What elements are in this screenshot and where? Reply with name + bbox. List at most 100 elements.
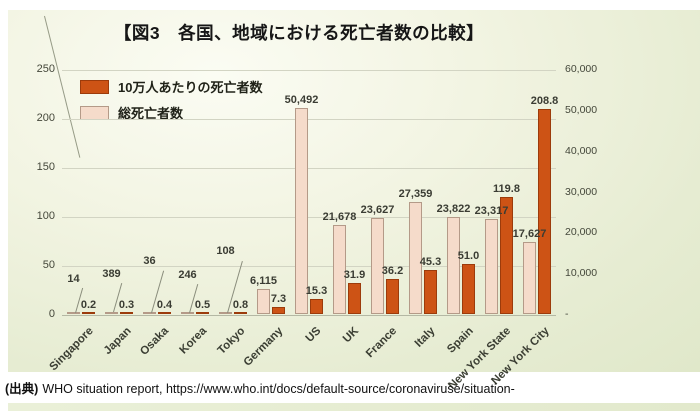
total-deaths-label: 36 xyxy=(143,255,156,267)
chart-title: 【図3 各国、地域における死亡者数の比較】 xyxy=(113,23,485,43)
category-label: Osaka xyxy=(138,325,172,358)
right-axis-tick: 50,000 xyxy=(565,104,598,116)
per-100k-label: 45.3 xyxy=(419,256,442,268)
category-label: Japan xyxy=(101,325,134,357)
gridline xyxy=(62,70,556,71)
bar-total-deaths xyxy=(523,242,536,314)
bar-cluster: 21,678 31.9 xyxy=(323,70,366,315)
bar-total-deaths xyxy=(257,289,270,314)
total-deaths-label: 14 xyxy=(67,273,80,285)
bar-deaths-per-100k xyxy=(234,312,247,314)
category-label: Italy xyxy=(412,325,438,350)
per-100k-label: 31.9 xyxy=(343,269,366,281)
per-100k-label: 119.8 xyxy=(493,183,520,195)
bar-cluster: 23,627 36.2 xyxy=(361,70,404,315)
bar-total-deaths xyxy=(485,219,498,314)
bar-deaths-per-100k xyxy=(538,109,551,314)
per-100k-label: 0.3 xyxy=(118,299,135,311)
source-text: WHO situation report, https://www.who.in… xyxy=(42,382,515,396)
bar-total-deaths xyxy=(409,202,422,314)
category-label: Singapore xyxy=(47,325,96,374)
category-label: Tokyo xyxy=(215,325,248,357)
bar-deaths-per-100k xyxy=(386,279,399,314)
per-100k-label: 15.3 xyxy=(305,285,328,297)
total-deaths-label: 23,627 xyxy=(360,204,395,216)
bar-deaths-per-100k xyxy=(272,307,285,314)
source-citation: (出典) WHO situation report, https://www.wh… xyxy=(5,378,515,397)
total-deaths-label: 21,678 xyxy=(322,211,357,223)
left-axis-tick: 150 xyxy=(36,161,55,173)
right-axis-tick: 60,000 xyxy=(565,63,598,75)
legend-swatch-per100k xyxy=(80,79,109,94)
left-axis-tick: 0 xyxy=(48,308,55,320)
slide-background: 【図3 各国、地域における死亡者数の比較】 10万人あたりの死亡者数 総死亡者数… xyxy=(8,10,700,392)
category-label: Spain xyxy=(444,325,476,356)
right-axis-tick: 20,000 xyxy=(565,226,598,238)
per-100k-label: 0.2 xyxy=(80,299,97,311)
total-deaths-label: 389 xyxy=(102,268,121,280)
bar-total-deaths xyxy=(371,218,384,314)
gridline xyxy=(62,266,556,267)
bar-cluster: 27,359 45.3 xyxy=(399,70,442,315)
category-label: UK xyxy=(341,325,362,346)
per-100k-label: 51.0 xyxy=(457,250,480,262)
bar-deaths-per-100k xyxy=(462,264,475,314)
bar-deaths-per-100k xyxy=(424,270,437,314)
bar-cluster: 14 0.2 xyxy=(62,70,100,315)
total-deaths-label: 23,317 xyxy=(474,205,509,217)
bar-total-deaths xyxy=(333,225,346,314)
gridline xyxy=(62,315,556,316)
left-axis-tick: 50 xyxy=(42,259,55,271)
bar-total-deaths xyxy=(295,108,308,314)
right-axis-tick: 40,000 xyxy=(565,145,598,157)
left-axis-tick: 250 xyxy=(36,63,55,75)
bar-deaths-per-100k xyxy=(196,312,209,314)
bar-total-deaths xyxy=(105,312,118,314)
bar-deaths-per-100k xyxy=(310,299,323,314)
per-100k-label: 0.8 xyxy=(232,299,249,311)
bar-deaths-per-100k xyxy=(82,312,95,314)
bar-cluster: 108 0.8 xyxy=(214,70,252,315)
bar-deaths-per-100k xyxy=(120,312,133,314)
bar-deaths-per-100k xyxy=(500,197,513,314)
bar-cluster: 6,115 7.3 xyxy=(250,70,290,315)
legend-label-per100k: 10万人あたりの死亡者数 xyxy=(118,80,263,95)
total-deaths-label: 108 xyxy=(216,245,235,257)
category-label: US xyxy=(303,325,324,345)
bar-cluster: 50,492 15.3 xyxy=(285,70,328,315)
slide-bottom-band xyxy=(8,403,700,411)
bar-cluster: 36 0.4 xyxy=(138,70,176,315)
gridline xyxy=(62,168,556,169)
total-deaths-label: 50,492 xyxy=(284,94,319,106)
left-axis-tick: 200 xyxy=(36,112,55,124)
total-deaths-label: 23,822 xyxy=(436,203,471,215)
bar-total-deaths xyxy=(219,312,232,314)
bar-cluster: 246 0.5 xyxy=(176,70,214,315)
legend-label-total: 総死亡者数 xyxy=(118,106,184,121)
bar-total-deaths xyxy=(447,217,460,314)
right-axis-tick: 10,000 xyxy=(565,267,598,279)
category-label: Korea xyxy=(177,325,210,357)
per-100k-label: 208.8 xyxy=(530,95,559,107)
plot-area: 10万人あたりの死亡者数 総死亡者数 250 200 150 100 50 0 60,000… xyxy=(37,63,597,392)
bar-deaths-per-100k xyxy=(158,312,171,314)
legend-item-per100k: 10万人あたりの死亡者数 xyxy=(80,77,262,96)
bar-total-deaths xyxy=(181,312,194,314)
chart-legend: 10万人あたりの死亡者数 総死亡者数 xyxy=(80,77,262,129)
right-axis-tick: 30,000 xyxy=(565,186,598,198)
total-deaths-label: 17,627 xyxy=(512,228,547,240)
per-100k-label: 0.5 xyxy=(194,299,211,311)
bar-cluster: 389 0.3 xyxy=(100,70,138,315)
right-axis-tick: - xyxy=(565,308,569,320)
gridline xyxy=(62,217,556,218)
bar-cluster: 23,822 51.0 xyxy=(437,70,480,315)
bar-total-deaths xyxy=(143,312,156,314)
per-100k-label: 36.2 xyxy=(381,265,404,277)
bar-deaths-per-100k xyxy=(348,283,361,314)
total-deaths-label: 246 xyxy=(178,269,197,281)
total-deaths-label: 6,115 xyxy=(250,275,277,287)
source-label: (出典) xyxy=(5,382,39,396)
total-deaths-label: 27,359 xyxy=(398,188,433,200)
bar-total-deaths xyxy=(67,312,80,314)
